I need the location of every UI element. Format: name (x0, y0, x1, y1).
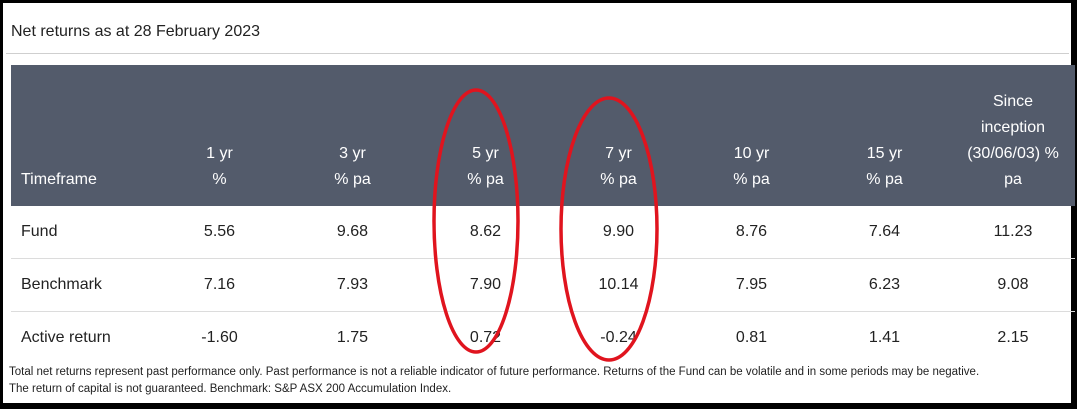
cell-3yr: 7.93 (286, 258, 419, 312)
row-label: Fund (11, 206, 153, 259)
divider (6, 53, 1069, 54)
cell-5yr: 7.90 (419, 258, 552, 312)
cell-15yr: 7.64 (818, 206, 951, 259)
cell-10yr: 0.81 (735, 329, 768, 346)
cell-7yr: 10.14 (552, 258, 685, 312)
cell-1yr: 5.56 (153, 206, 286, 259)
cell-since-inception: 2.15 (997, 329, 1029, 346)
table-row-benchmark: Benchmark 7.16 7.93 7.90 10.14 7.95 6.23… (11, 258, 1075, 312)
cell-1yr: 7.16 (153, 258, 286, 312)
cell-since-inception: 11.23 (951, 206, 1075, 259)
header-15yr: 15 yr % pa (818, 65, 951, 206)
header-10yr: 10 yr % pa (685, 65, 818, 206)
disclaimer-line-1: Total net returns represent past perform… (9, 366, 980, 378)
cell-since-inception: 9.08 (951, 258, 1075, 312)
header-1yr: 1 yr % (153, 65, 286, 206)
header-since-inception: Since inception (30/06/03) % pa (951, 65, 1075, 206)
row-label: Benchmark (11, 258, 153, 312)
cell-15yr: 1.41 (868, 329, 901, 346)
header-5yr: 5 yr % pa (419, 65, 552, 206)
cell-5yr: 0.72 (469, 329, 502, 346)
header-timeframe: Timeframe (11, 65, 153, 206)
cell-10yr: 8.76 (685, 206, 818, 259)
page-title: Net returns as at 28 February 2023 (11, 23, 261, 40)
cell-15yr: 6.23 (818, 258, 951, 312)
row-label: Active return (21, 329, 111, 346)
disclaimer: Total net returns represent past perform… (9, 364, 1069, 398)
header-7yr: 7 yr % pa (552, 65, 685, 206)
cell-7yr: -0.24 (600, 329, 637, 346)
cell-10yr: 7.95 (685, 258, 818, 312)
cell-3yr: 9.68 (286, 206, 419, 259)
table-header-row: Timeframe 1 yr % 3 yr % pa 5 yr % pa 7 y… (11, 65, 1075, 206)
cell-5yr: 8.62 (419, 206, 552, 259)
cell-1yr: -1.60 (201, 329, 238, 346)
cell-7yr: 9.90 (552, 206, 685, 259)
table-row-active-return: Active return -1.60 1.75 0.72 -0.24 0.81… (11, 312, 1075, 365)
cell-3yr: 1.75 (336, 329, 369, 346)
disclaimer-line-2: The return of capital is not guaranteed.… (9, 383, 452, 395)
table-row-fund: Fund 5.56 9.68 8.62 9.90 8.76 7.64 11.23 (11, 206, 1075, 259)
returns-table: Timeframe 1 yr % 3 yr % pa 5 yr % pa 7 y… (11, 65, 1075, 364)
header-3yr: 3 yr % pa (286, 65, 419, 206)
